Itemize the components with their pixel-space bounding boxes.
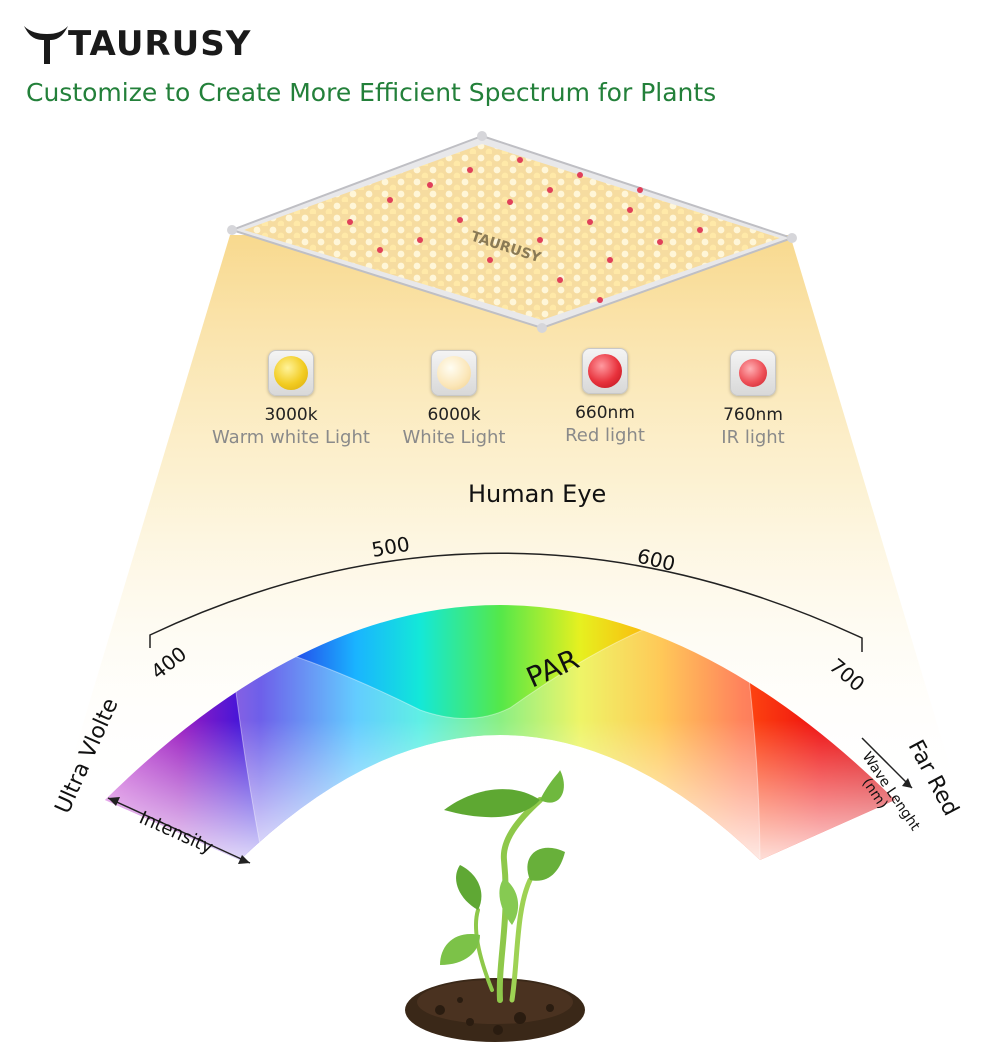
bull-horns-logo-icon	[24, 26, 68, 64]
wavelength-axis	[861, 737, 913, 789]
intensity-axis	[107, 797, 251, 864]
led-code: 760nm	[723, 405, 783, 425]
led-code: 6000k	[427, 405, 481, 425]
led-item-3000k: 3000k Warm white Light	[196, 350, 386, 450]
human-eye-bracket	[149, 552, 863, 652]
led-desc: IR light	[721, 427, 785, 448]
led-chip-icon	[431, 350, 477, 396]
brand-name: TAURUSY	[68, 24, 252, 64]
led-chip-icon	[730, 350, 776, 396]
human-eye-label: Human Eye	[468, 480, 606, 508]
led-desc: Red light	[565, 425, 645, 446]
spectrum-diagram: Human Eye 400 500 600 700 PAR Ultra Vlol…	[51, 480, 963, 864]
led-chip-icon	[268, 350, 314, 396]
seedling-image	[405, 770, 585, 1042]
arrow-right-icon	[902, 778, 912, 788]
tick-600: 600	[635, 544, 678, 577]
tick-500: 500	[370, 532, 412, 562]
led-code: 660nm	[575, 403, 635, 423]
grow-light-panel: TAURUSY	[227, 131, 797, 333]
tick-700: 700	[825, 653, 870, 696]
led-desc: Warm white Light	[212, 427, 370, 448]
headline: Customize to Create More Efficient Spect…	[26, 78, 717, 107]
led-item-760nm: 760nm IR light	[658, 350, 848, 450]
led-item-6000k: 6000k White Light	[359, 350, 549, 450]
led-desc: White Light	[402, 427, 506, 448]
led-code: 3000k	[264, 405, 318, 425]
led-chip-icon	[582, 348, 628, 394]
tick-400: 400	[146, 642, 191, 684]
arrow-right-icon	[238, 855, 250, 864]
arrow-left-icon	[108, 797, 120, 806]
led-item-660nm: 660nm Red light	[510, 348, 700, 448]
